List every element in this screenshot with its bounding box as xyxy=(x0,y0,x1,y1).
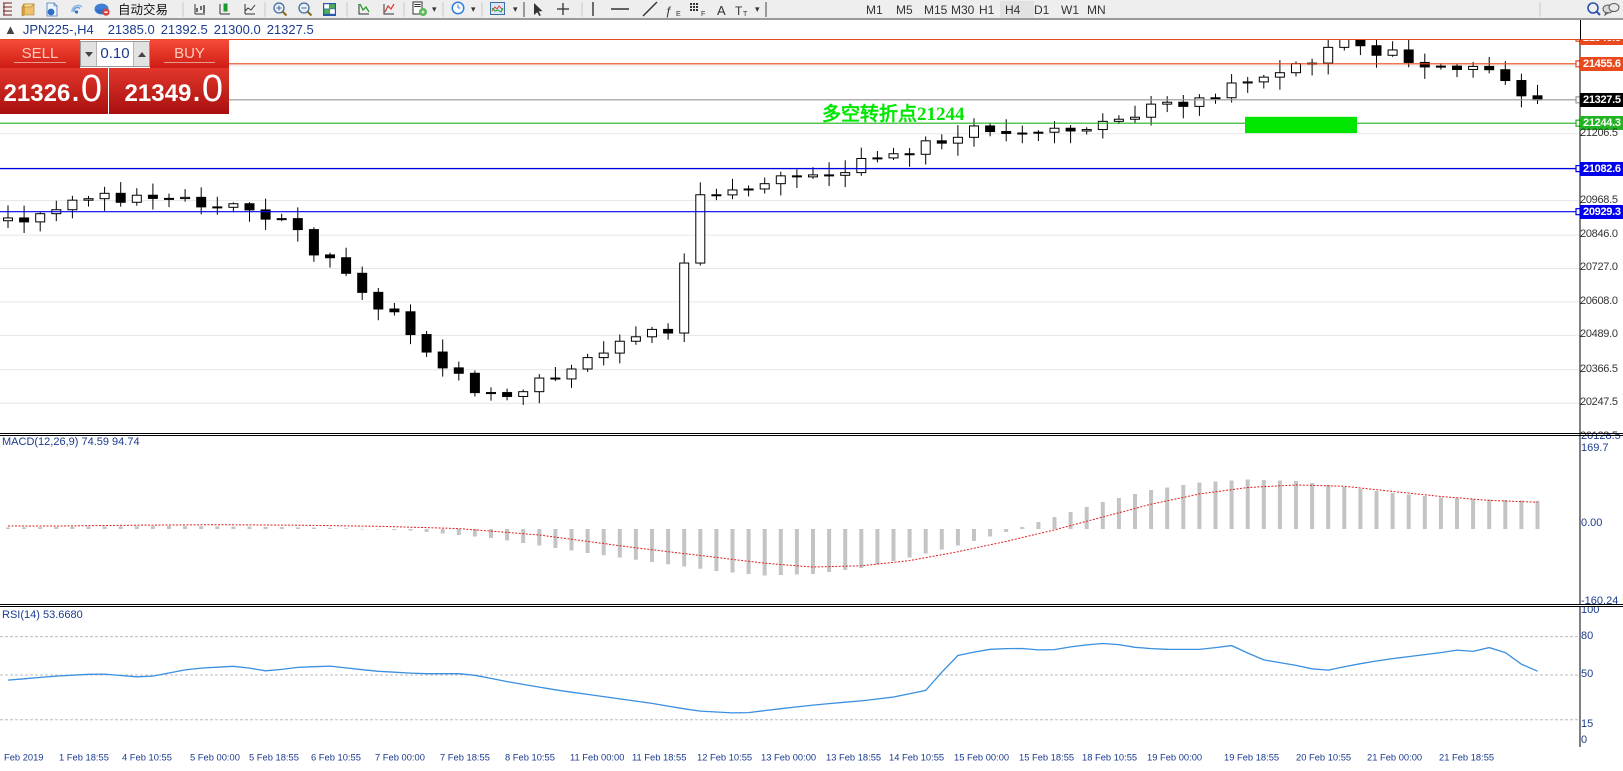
svg-text:▾: ▾ xyxy=(513,4,518,14)
svg-text:F: F xyxy=(701,11,705,18)
svg-text:W1: W1 xyxy=(1061,3,1079,17)
svg-text:MN: MN xyxy=(1087,3,1106,17)
svg-text:T: T xyxy=(743,11,748,18)
svg-text:RSI(14) 53.6680: RSI(14) 53.6680 xyxy=(2,609,83,621)
svg-text:M5: M5 xyxy=(896,3,913,17)
svg-text:▾: ▾ xyxy=(432,4,437,14)
svg-text:M30: M30 xyxy=(951,3,975,17)
svg-text:H4: H4 xyxy=(1005,3,1021,17)
svg-text:多空转折点21244: 多空转折点21244 xyxy=(822,102,965,125)
svg-text:E: E xyxy=(676,11,681,18)
svg-text:H1: H1 xyxy=(979,3,995,17)
svg-text:▾: ▾ xyxy=(755,4,760,14)
svg-text:M15: M15 xyxy=(924,3,948,17)
svg-text:ƒ: ƒ xyxy=(665,4,672,18)
svg-text:M1: M1 xyxy=(866,3,883,17)
svg-text:MACD(12,26,9) 74.59 94.74: MACD(12,26,9) 74.59 94.74 xyxy=(2,436,140,448)
svg-text:自动交易: 自动交易 xyxy=(118,2,168,17)
svg-text:▾: ▾ xyxy=(471,4,476,14)
svg-text:A: A xyxy=(717,3,726,18)
svg-text:T: T xyxy=(735,4,743,18)
svg-text:D1: D1 xyxy=(1034,3,1050,17)
